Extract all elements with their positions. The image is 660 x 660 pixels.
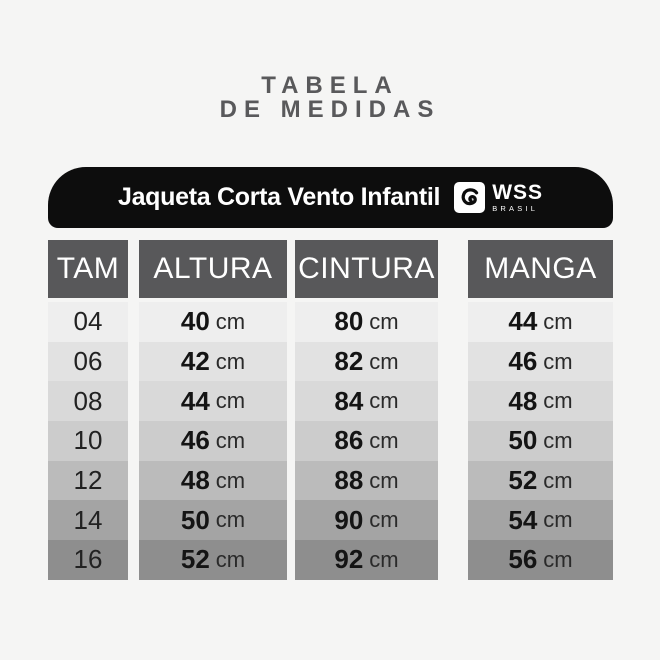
column-header-cintura: CINTURA — [295, 240, 438, 298]
measurement-value: 48 — [180, 465, 210, 496]
size-cell: 10 — [48, 421, 128, 461]
title-line2: DE MEDIDAS — [219, 96, 441, 123]
measurement-cell: 42 cm — [139, 341, 287, 382]
measurement-cell: 46 cm — [468, 341, 613, 382]
size-cell: 04 — [48, 302, 128, 342]
measurement-unit: cm — [543, 308, 573, 334]
measurement-value: 46 — [508, 346, 538, 377]
measurement-cell: 52 cm — [139, 540, 287, 580]
measurement-cell: 40 cm — [139, 302, 287, 342]
size-cell: 16 — [48, 540, 128, 580]
measurement-value: 88 — [334, 465, 364, 496]
brand-text: WSS BRASIL — [492, 182, 543, 213]
measurement-unit: cm — [543, 348, 573, 374]
measurement-unit: cm — [543, 507, 573, 533]
product-name: Jaqueta Corta Vento Infantil — [117, 183, 441, 211]
measurement-cell: 82 cm — [295, 341, 438, 382]
measurement-cell: 50 cm — [468, 421, 613, 461]
measurement-unit: cm — [543, 388, 573, 414]
measurement-unit: cm — [215, 348, 246, 374]
measurement-cell: 48 cm — [468, 381, 613, 422]
column-header-tam: TAM — [48, 240, 128, 298]
measurement-unit: cm — [543, 427, 573, 453]
brand-subtitle: BRASIL — [492, 204, 539, 214]
column-header-altura: ALTURA — [139, 240, 287, 298]
measurement-cell: 80 cm — [295, 302, 438, 342]
brand-name: WSS — [492, 181, 544, 205]
measurement-cell: 46 cm — [139, 421, 287, 461]
column-header-manga: MANGA — [468, 240, 613, 298]
title-line1: TABELA — [261, 72, 399, 99]
measurement-unit: cm — [543, 546, 573, 572]
measurement-unit: cm — [215, 507, 246, 533]
measurement-value: 86 — [334, 425, 364, 456]
measurement-unit: cm — [369, 388, 399, 414]
measurement-cell: 44 cm — [468, 302, 613, 342]
size-table: TAM 04 06 08 10 12 14 16 ALTURA 40 cm 42 c… — [48, 240, 613, 580]
measurement-cell: 88 cm — [295, 460, 438, 501]
measurement-value: 52 — [180, 544, 210, 575]
measurement-value: 52 — [508, 465, 538, 496]
column-tam: TAM 04 06 08 10 12 14 16 — [48, 240, 128, 580]
measurement-value: 42 — [180, 346, 210, 377]
measurement-value: 48 — [508, 385, 538, 416]
measurement-cell: 44 cm — [139, 381, 287, 422]
measurement-value: 54 — [508, 504, 538, 535]
measurement-unit: cm — [215, 308, 246, 334]
size-cell: 06 — [48, 341, 128, 382]
measurement-cell: 86 cm — [295, 421, 438, 461]
measurement-value: 50 — [180, 504, 210, 535]
measurement-cell: 50 cm — [139, 500, 287, 541]
measurement-value: 92 — [334, 544, 364, 575]
measurement-value: 44 — [180, 385, 210, 416]
page-title: TABELA DE MEDIDAS — [0, 74, 660, 122]
size-cell: 12 — [48, 460, 128, 501]
size-cell: 14 — [48, 500, 128, 541]
measurement-cell: 48 cm — [139, 460, 287, 501]
wss-brasil-logo: WSS BRASIL — [454, 182, 543, 213]
measurement-value: 82 — [334, 346, 364, 377]
measurement-value: 50 — [508, 425, 538, 456]
measurement-unit: cm — [369, 308, 399, 334]
measurement-unit: cm — [215, 388, 246, 414]
size-cell: 08 — [48, 381, 128, 422]
measurement-cell: 52 cm — [468, 460, 613, 501]
measurement-unit: cm — [369, 427, 399, 453]
measurement-value: 46 — [180, 425, 210, 456]
column-manga: MANGA 44 cm 46 cm 48 cm 50 cm 52 cm 54 cm 56 cm — [468, 240, 613, 580]
measurement-value: 80 — [334, 306, 364, 337]
measurement-unit: cm — [369, 348, 399, 374]
measurement-cell: 90 cm — [295, 500, 438, 541]
measurement-value: 40 — [180, 306, 210, 337]
measurement-unit: cm — [369, 467, 399, 493]
column-altura: ALTURA 40 cm 42 cm 44 cm 46 cm 48 cm 50 cm 52 c… — [139, 240, 287, 580]
measurement-unit: cm — [215, 546, 246, 572]
measurement-unit: cm — [369, 546, 399, 572]
measurement-cell: 56 cm — [468, 540, 613, 580]
product-banner: Jaqueta Corta Vento Infantil WSS BRASIL — [48, 167, 613, 228]
measurement-cell: 54 cm — [468, 500, 613, 541]
measurement-value: 56 — [508, 544, 538, 575]
measurement-value: 84 — [334, 385, 364, 416]
measurement-unit: cm — [369, 507, 399, 533]
measurement-unit: cm — [215, 467, 246, 493]
column-cintura: CINTURA 80 cm 82 cm 84 cm 86 cm 88 cm 90 cm 92… — [295, 240, 438, 580]
measurement-unit: cm — [215, 427, 246, 453]
measurement-cell: 92 cm — [295, 540, 438, 580]
wss-wave-icon — [454, 182, 486, 213]
measurement-value: 44 — [508, 306, 538, 337]
measurement-cell: 84 cm — [295, 381, 438, 422]
measurement-unit: cm — [543, 467, 573, 493]
measurement-value: 90 — [334, 504, 364, 535]
